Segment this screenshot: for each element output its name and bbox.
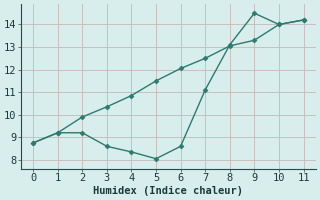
- X-axis label: Humidex (Indice chaleur): Humidex (Indice chaleur): [93, 186, 243, 196]
